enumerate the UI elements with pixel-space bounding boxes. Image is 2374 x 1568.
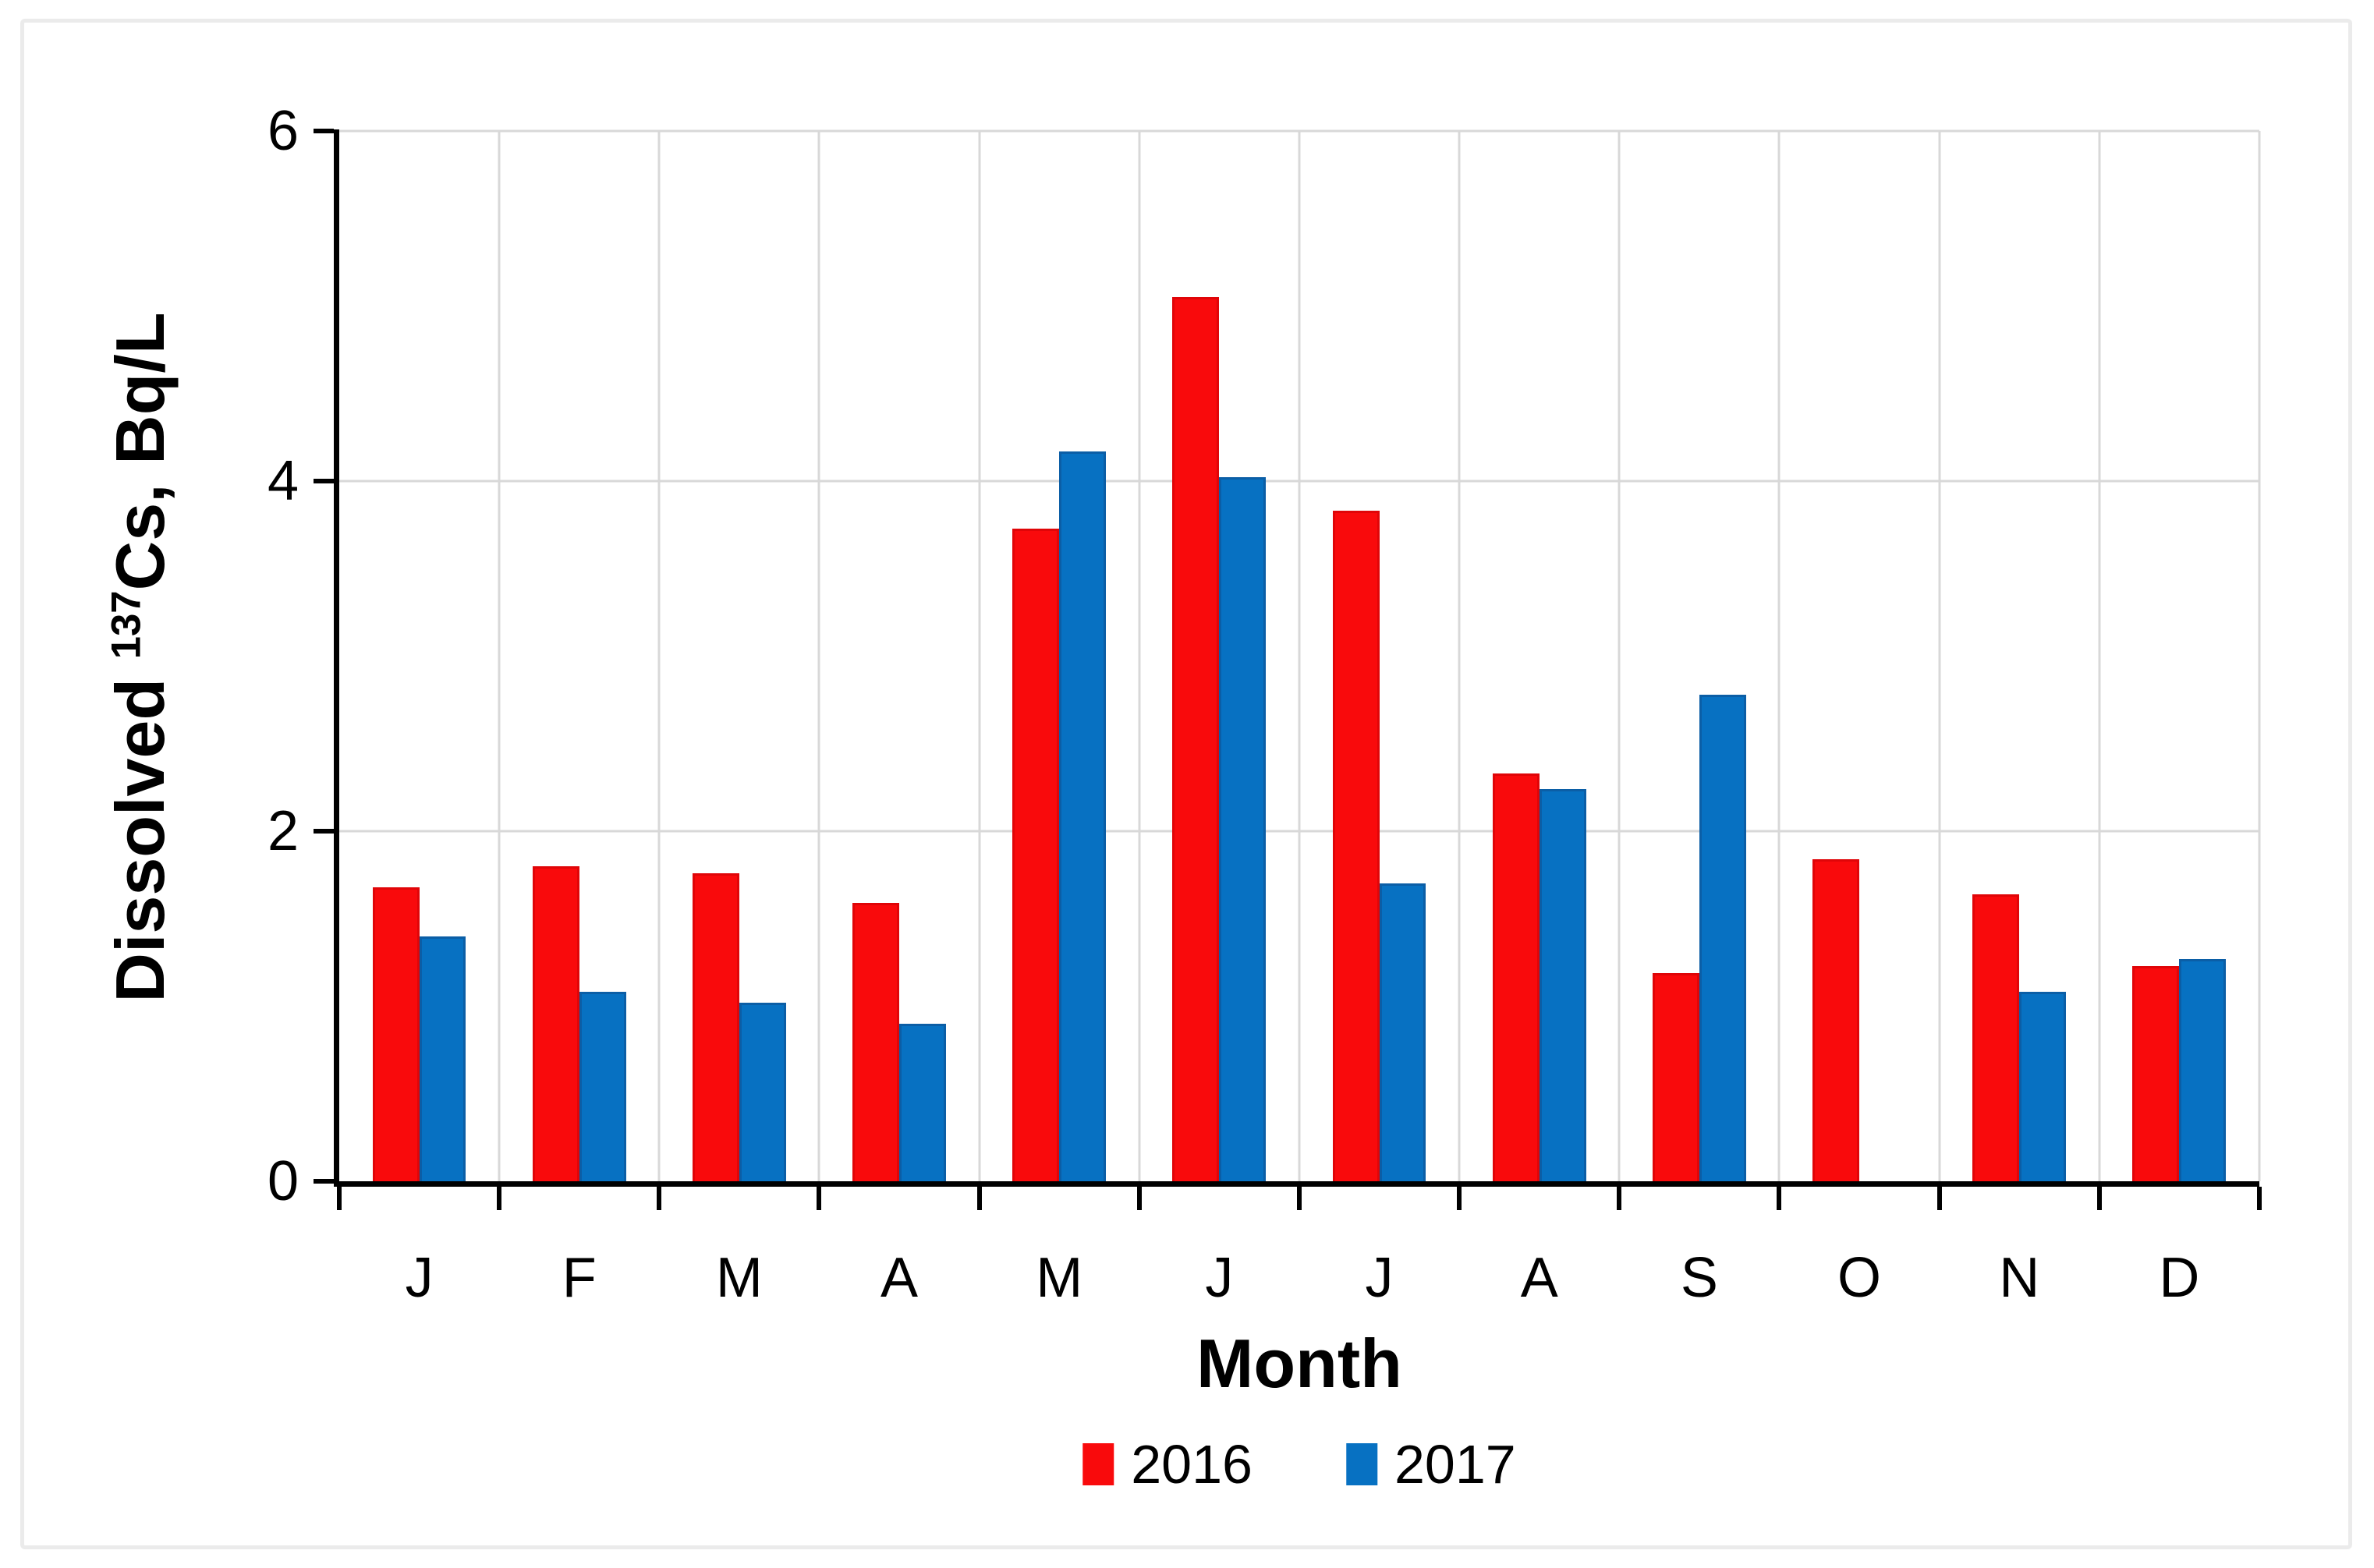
y-tick-label-2: 2 <box>267 799 299 862</box>
x-tick-2 <box>657 1186 662 1210</box>
legend-item-2016: 2016 <box>1082 1437 1253 1492</box>
x-tick-6 <box>1296 1186 1302 1210</box>
y-tick-2 <box>313 828 334 834</box>
v-gridline-7 <box>1458 130 1461 1181</box>
v-gridline-10 <box>1938 130 1941 1181</box>
legend-item-2017: 2017 <box>1345 1433 1516 1495</box>
bar-2017-6-J <box>1219 477 1267 1181</box>
v-gridline-2 <box>657 130 661 1181</box>
v-gridline-11 <box>2098 130 2101 1181</box>
bar-2017-2-F <box>579 992 626 1181</box>
x-tick-label-5-M: M <box>1036 1246 1083 1309</box>
y-tick-4 <box>313 478 334 483</box>
bar-2016-9-S <box>1652 972 1699 1181</box>
bar-2016-7-J <box>1332 511 1380 1181</box>
x-tick-3 <box>817 1186 822 1210</box>
x-tick-label-6-J: J <box>1205 1246 1234 1309</box>
y-axis-line <box>333 129 339 1187</box>
y-tick-label-4: 4 <box>267 449 299 512</box>
bar-2017-5-M <box>1059 451 1107 1181</box>
x-tick-5 <box>1136 1186 1142 1210</box>
bar-2017-8-A <box>1539 789 1586 1181</box>
bar-2017-3-M <box>739 1002 786 1181</box>
x-tick-label-1-J: J <box>405 1246 434 1309</box>
y-axis-title-prefix: Dissolved <box>101 659 179 1003</box>
bar-2016-6-J <box>1172 297 1220 1181</box>
legend-label-2017: 2017 <box>1394 1433 1516 1495</box>
x-tick-0 <box>336 1186 342 1210</box>
x-axis-line <box>333 1180 2259 1187</box>
x-tick-10 <box>1936 1186 1942 1210</box>
x-tick-8 <box>1617 1186 1622 1210</box>
x-tick-1 <box>497 1186 502 1210</box>
v-gridline-12 <box>2258 130 2261 1181</box>
x-tick-7 <box>1457 1186 1462 1210</box>
v-gridline-8 <box>1618 130 1621 1181</box>
bar-2017-12-D <box>2179 958 2227 1181</box>
x-axis-title: Month <box>1196 1324 1402 1402</box>
legend-label-2016: 2016 <box>1131 1433 1253 1495</box>
v-gridline-6 <box>1298 130 1301 1181</box>
x-tick-label-3-M: M <box>715 1246 763 1309</box>
bar-2016-8-A <box>1492 773 1540 1181</box>
x-tick-label-8-A: A <box>1520 1246 1558 1309</box>
bar-2017-4-A <box>899 1023 946 1181</box>
v-gridline-5 <box>1138 130 1141 1181</box>
bar-2016-11-N <box>1972 894 2020 1181</box>
y-axis-title-suffix: Cs, Bq/L <box>101 312 179 590</box>
y-tick-0 <box>313 1178 334 1184</box>
x-tick-label-4-A: A <box>881 1246 919 1309</box>
bar-2016-12-D <box>2132 965 2180 1181</box>
y-tick-6 <box>313 128 334 133</box>
x-tick-label-2-F: F <box>562 1246 597 1309</box>
y-axis-title: Dissolved 137Cs, Bq/L <box>101 312 179 1002</box>
bar-2016-3-M <box>692 872 739 1181</box>
y-tick-label-0: 0 <box>267 1149 299 1212</box>
bar-2017-1-J <box>419 936 466 1181</box>
bar-2016-5-M <box>1012 528 1060 1181</box>
v-gridline-3 <box>817 130 820 1181</box>
v-gridline-4 <box>978 130 981 1181</box>
x-tick-label-11-N: N <box>1999 1246 2040 1309</box>
x-tick-4 <box>976 1186 982 1210</box>
bar-2016-1-J <box>372 887 420 1181</box>
x-tick-12 <box>2256 1186 2262 1210</box>
bar-2017-9-S <box>1699 694 1746 1181</box>
v-gridline-9 <box>1777 130 1780 1181</box>
y-axis-title-superscript: 137 <box>103 589 150 660</box>
y-tick-label-6: 6 <box>267 99 299 162</box>
bar-2016-2-F <box>532 865 579 1181</box>
v-gridline-1 <box>498 130 501 1181</box>
bar-2016-10-O <box>1812 858 1860 1181</box>
x-tick-label-10-O: O <box>1837 1246 1882 1309</box>
x-tick-9 <box>1777 1186 1782 1210</box>
x-tick-label-9-S: S <box>1680 1246 1718 1309</box>
bar-2017-11-N <box>2019 992 2067 1181</box>
legend: 2016 2017 <box>1082 1433 1516 1495</box>
legend-swatch-2016 <box>1082 1442 1114 1485</box>
x-tick-11 <box>2096 1186 2102 1210</box>
legend-swatch-2017 <box>1345 1442 1377 1485</box>
bar-2016-4-A <box>852 902 900 1181</box>
x-tick-label-7-J: J <box>1365 1246 1394 1309</box>
x-tick-label-12-D: D <box>2159 1246 2200 1309</box>
bar-2017-7-J <box>1379 883 1426 1181</box>
